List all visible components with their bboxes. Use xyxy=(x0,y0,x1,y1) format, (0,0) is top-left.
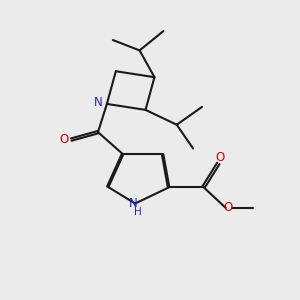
Text: N: N xyxy=(94,96,103,109)
Text: O: O xyxy=(59,133,68,146)
Text: O: O xyxy=(215,151,224,164)
Text: O: O xyxy=(223,202,232,214)
Text: N: N xyxy=(129,197,138,210)
Text: H: H xyxy=(134,207,142,217)
